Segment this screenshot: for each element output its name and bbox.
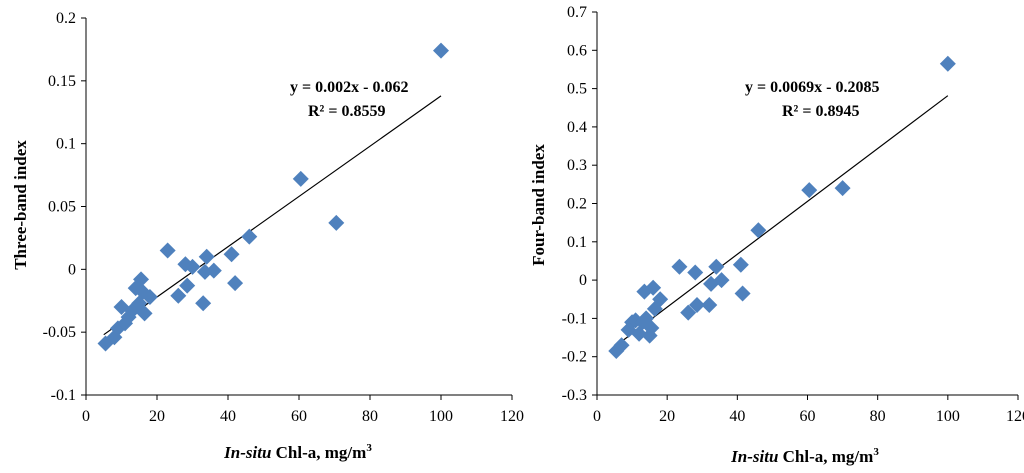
x-tick-label: 0 (593, 408, 601, 425)
four-band-chart: Four-band index -0.3 -0.2 -0.1 0 0.1 0.2 0.3 0.… (529, 4, 1024, 466)
scatter-point (184, 258, 201, 275)
scatter-point (688, 296, 705, 313)
trend-equation: y = 0.002x - 0.062 (290, 79, 408, 96)
scatter-point (195, 295, 212, 312)
axes (81, 17, 513, 400)
trend-equation: y = 0.0069x - 0.2085 (745, 79, 879, 96)
x-axis-title-italic: In-situ (223, 443, 271, 462)
y-tick-label: 0.7 (567, 4, 587, 21)
y-tick-label: 0.3 (567, 157, 587, 174)
trendline (103, 95, 442, 336)
scatter-point (643, 319, 660, 336)
x-axis-title-sup: 3 (366, 442, 372, 454)
y-tick-label: 0.1 (567, 234, 587, 251)
x-axis-title-rest: Chl-a, mg/m (778, 447, 873, 466)
scatter-point (708, 258, 725, 275)
trendline (614, 95, 949, 348)
y-tick-label: -0.1 (51, 387, 76, 404)
scatter-point (687, 264, 704, 281)
x-tick-label: 100 (936, 408, 960, 425)
scatter-point (133, 271, 150, 288)
scatter-point (170, 287, 187, 304)
x-tick-label: 80 (870, 408, 886, 425)
x-tick-label: 40 (729, 408, 745, 425)
y-tick-label: 0.2 (56, 10, 76, 27)
y-tick-label: 0.4 (567, 119, 587, 136)
x-tick-labels: 0 20 40 60 80 100 120 (593, 408, 1024, 425)
y-tick-label: 0.1 (56, 136, 76, 153)
three-band-chart: Three-band index -0.1 -0.05 0 0.05 0.1 0.15 0.… (11, 10, 524, 462)
x-tick-label: 60 (800, 408, 816, 425)
y-tick-labels: -0.1 -0.05 0 0.05 0.1 0.15 0.2 (43, 10, 76, 404)
r-squared: R² = 0.8559 (308, 103, 385, 120)
scatter-point (713, 272, 730, 289)
scatter-point (223, 246, 240, 263)
scatter-point (159, 242, 176, 259)
y-tick-label: 0.2 (567, 196, 587, 213)
scatter-point (701, 296, 718, 313)
y-tick-label: 0.5 (567, 81, 587, 98)
scatter-point (198, 248, 215, 265)
scatter-point (205, 262, 222, 279)
x-tick-label: 80 (362, 408, 378, 425)
scatter-point (179, 277, 196, 294)
x-tick-label: 20 (659, 408, 675, 425)
x-tick-label: 120 (500, 408, 524, 425)
scatter-point (652, 291, 669, 308)
x-axis-title: In-situ Chl-a, mg/m3 (730, 446, 879, 466)
r-squared: R² = 0.8945 (782, 103, 859, 120)
scatter-points (97, 42, 449, 352)
y-tick-label: -0.1 (562, 310, 587, 327)
x-axis-title-sup: 3 (873, 446, 879, 458)
scatter-point (939, 55, 956, 72)
scatter-point (671, 258, 688, 275)
scatter-point (433, 42, 449, 59)
x-tick-label: 40 (220, 408, 236, 425)
x-axis-title-italic: In-situ (730, 447, 778, 466)
x-tick-label: 100 (429, 408, 453, 425)
y-tick-label: 0 (579, 272, 587, 289)
y-axis-title: Four-band index (529, 144, 548, 266)
y-tick-label: -0.2 (562, 349, 587, 366)
x-tick-label: 120 (1006, 408, 1024, 425)
y-tick-label: 0 (68, 261, 76, 278)
scatter-point (292, 170, 309, 187)
scatter-point (141, 288, 158, 305)
x-tick-label: 20 (149, 408, 165, 425)
x-tick-labels: 0 20 40 60 80 100 120 (82, 408, 524, 425)
scatter-point (750, 222, 767, 239)
trendline-layer (614, 95, 949, 348)
scatter-point (227, 275, 244, 292)
x-tick-label: 0 (82, 408, 90, 425)
scatter-point (680, 304, 697, 321)
x-tick-label: 60 (291, 408, 307, 425)
scatter-point (241, 228, 258, 245)
x-axis-title: In-situ Chl-a, mg/m3 (223, 442, 372, 462)
scatter-point (732, 256, 749, 273)
y-tick-label: -0.3 (562, 387, 587, 404)
scatter-point (613, 337, 630, 354)
y-tick-label: 0.6 (567, 42, 587, 59)
y-tick-label: -0.05 (43, 324, 76, 341)
y-tick-labels: -0.3 -0.2 -0.1 0 0.1 0.2 0.3 0.4 0.5 0.6 0.7 (562, 4, 587, 404)
scatter-point (801, 182, 818, 199)
scatter-point (136, 305, 153, 322)
trendline-layer (103, 95, 442, 336)
scatter-point (734, 285, 751, 302)
scatter-points (608, 55, 956, 359)
axes (592, 11, 1019, 400)
y-tick-label: 0.05 (48, 199, 76, 216)
scatter-point (645, 279, 662, 296)
scatter-point (328, 214, 345, 231)
scatter-point (834, 180, 851, 197)
y-tick-label: 0.15 (48, 73, 76, 90)
y-axis-title: Three-band index (11, 140, 30, 270)
x-axis-title-rest: Chl-a, mg/m (271, 443, 366, 462)
